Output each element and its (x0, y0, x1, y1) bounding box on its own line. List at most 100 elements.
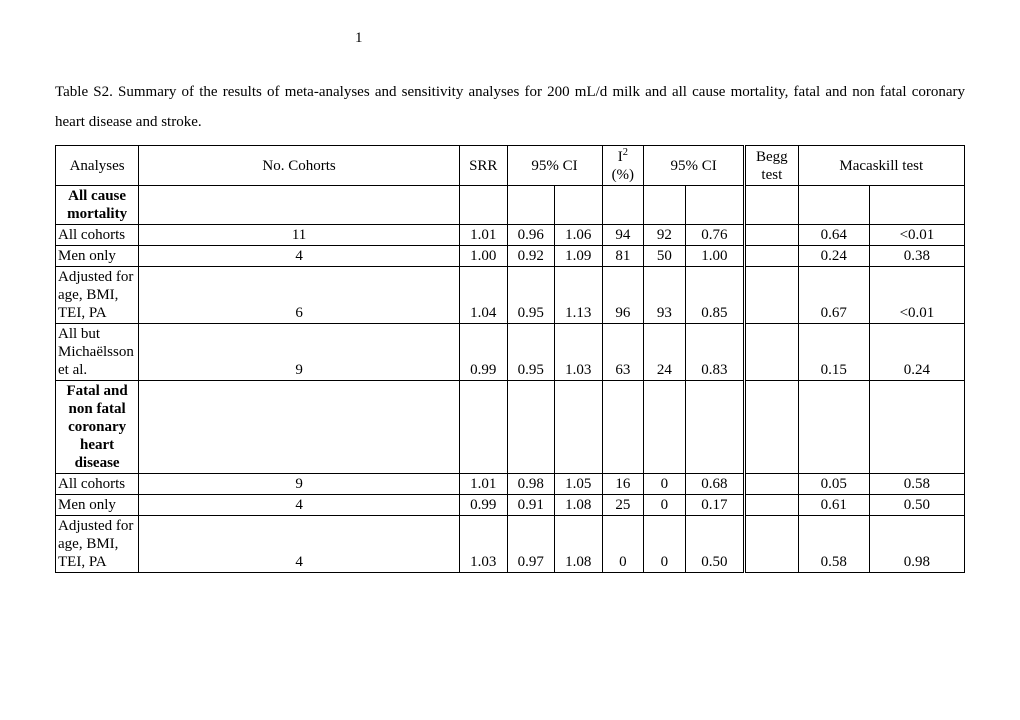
table-caption: Table S2. Summary of the results of meta… (55, 77, 965, 137)
ci2-high: 0.76 (685, 225, 744, 246)
srr-cell: 1.04 (459, 267, 507, 324)
srr-cell: 1.01 (459, 474, 507, 495)
ci-low: 0.91 (507, 495, 555, 516)
ci2-high: 0.83 (685, 324, 744, 381)
i2-cell: 25 (602, 495, 644, 516)
table-row: Men only40.990.911.082500.17 0.610.50 (56, 495, 965, 516)
ci-high: 1.08 (555, 516, 603, 573)
empty-cell (602, 186, 644, 225)
begg-cell (745, 324, 798, 381)
ci2-low: 92 (644, 225, 686, 246)
i2-cell: 94 (602, 225, 644, 246)
cohorts-cell: 11 (139, 225, 460, 246)
table-row: Adjusted for age, BMI, TEI, PA61.040.951… (56, 267, 965, 324)
header-cohorts: No. Cohorts (139, 146, 460, 186)
begg-cell (745, 267, 798, 324)
mac-a: 0.58 (798, 516, 869, 573)
header-analyses: Analyses (56, 146, 139, 186)
ci2-high: 0.85 (685, 267, 744, 324)
mac-a: 0.61 (798, 495, 869, 516)
row-label: Adjusted for age, BMI, TEI, PA (56, 516, 139, 573)
ci2-high: 1.00 (685, 246, 744, 267)
ci-low: 0.95 (507, 324, 555, 381)
begg-cell (745, 225, 798, 246)
ci-low: 0.97 (507, 516, 555, 573)
mac-b: 0.38 (869, 246, 964, 267)
srr-cell: 1.00 (459, 246, 507, 267)
empty-cell (685, 186, 744, 225)
row-label: Men only (56, 495, 139, 516)
cohorts-cell: 4 (139, 246, 460, 267)
header-ci2: 95% CI (644, 146, 745, 186)
i2-cell: 63 (602, 324, 644, 381)
cohorts-cell: 9 (139, 474, 460, 495)
cohorts-cell: 4 (139, 516, 460, 573)
ci-low: 0.92 (507, 246, 555, 267)
empty-cell (555, 186, 603, 225)
table-row: All but Michaëlsson et al.90.990.951.036… (56, 324, 965, 381)
row-label: All cohorts (56, 474, 139, 495)
begg-cell (745, 246, 798, 267)
ci-high: 1.13 (555, 267, 603, 324)
empty-cell (507, 186, 555, 225)
i2-cell: 81 (602, 246, 644, 267)
ci-low: 0.98 (507, 474, 555, 495)
empty-cell (685, 381, 744, 474)
empty-cell (745, 186, 798, 225)
empty-cell (869, 186, 964, 225)
header-begg: Begg test (745, 146, 798, 186)
results-table: Analyses No. Cohorts SRR 95% CI I2(%) 95… (55, 145, 965, 573)
ci-low: 0.96 (507, 225, 555, 246)
mac-b: 0.24 (869, 324, 964, 381)
empty-cell (745, 381, 798, 474)
table-row: All cohorts91.010.981.051600.680.050.58 (56, 474, 965, 495)
srr-cell: 0.99 (459, 495, 507, 516)
mac-a: 0.67 (798, 267, 869, 324)
ci2-low: 0 (644, 474, 686, 495)
table-row: Fatal and non fatal coronary heart disea… (56, 381, 965, 474)
empty-cell (139, 186, 460, 225)
mac-a: 0.64 (798, 225, 869, 246)
empty-cell (459, 381, 507, 474)
ci2-low: 24 (644, 324, 686, 381)
ci2-low: 93 (644, 267, 686, 324)
row-label: Adjusted for age, BMI, TEI, PA (56, 267, 139, 324)
ci-high: 1.09 (555, 246, 603, 267)
begg-cell (745, 474, 798, 495)
row-label: All but Michaëlsson et al. (56, 324, 139, 381)
empty-cell (798, 381, 869, 474)
empty-cell (644, 381, 686, 474)
row-label: Men only (56, 246, 139, 267)
mac-a: 0.24 (798, 246, 869, 267)
srr-cell: 0.99 (459, 324, 507, 381)
header-srr: SRR (459, 146, 507, 186)
srr-cell: 1.01 (459, 225, 507, 246)
i2-cell: 0 (602, 516, 644, 573)
empty-cell (459, 186, 507, 225)
ci2-high: 0.17 (685, 495, 744, 516)
section-title: Fatal and non fatal coronary heart disea… (56, 381, 139, 474)
begg-cell (745, 495, 798, 516)
table-body: All cause mortalityAll cohorts111.010.96… (56, 186, 965, 573)
ci2-low: 50 (644, 246, 686, 267)
table-header: Analyses No. Cohorts SRR 95% CI I2(%) 95… (56, 146, 965, 186)
srr-cell: 1.03 (459, 516, 507, 573)
mac-b: 0.50 (869, 495, 964, 516)
ci-low: 0.95 (507, 267, 555, 324)
cohorts-cell: 4 (139, 495, 460, 516)
ci2-low: 0 (644, 495, 686, 516)
header-ci1: 95% CI (507, 146, 602, 186)
table-row: Adjusted for age, BMI, TEI, PA41.030.971… (56, 516, 965, 573)
mac-a: 0.15 (798, 324, 869, 381)
ci-high: 1.05 (555, 474, 603, 495)
empty-cell (602, 381, 644, 474)
ci2-high: 0.68 (685, 474, 744, 495)
ci-high: 1.08 (555, 495, 603, 516)
document-page: 1 Table S2. Summary of the results of me… (0, 0, 1020, 593)
table-row: All cause mortality (56, 186, 965, 225)
empty-cell (507, 381, 555, 474)
table-row: All cohorts111.010.961.0694920.760.64<0.… (56, 225, 965, 246)
row-label: All cohorts (56, 225, 139, 246)
page-number: 1 (355, 30, 965, 47)
cohorts-cell: 6 (139, 267, 460, 324)
